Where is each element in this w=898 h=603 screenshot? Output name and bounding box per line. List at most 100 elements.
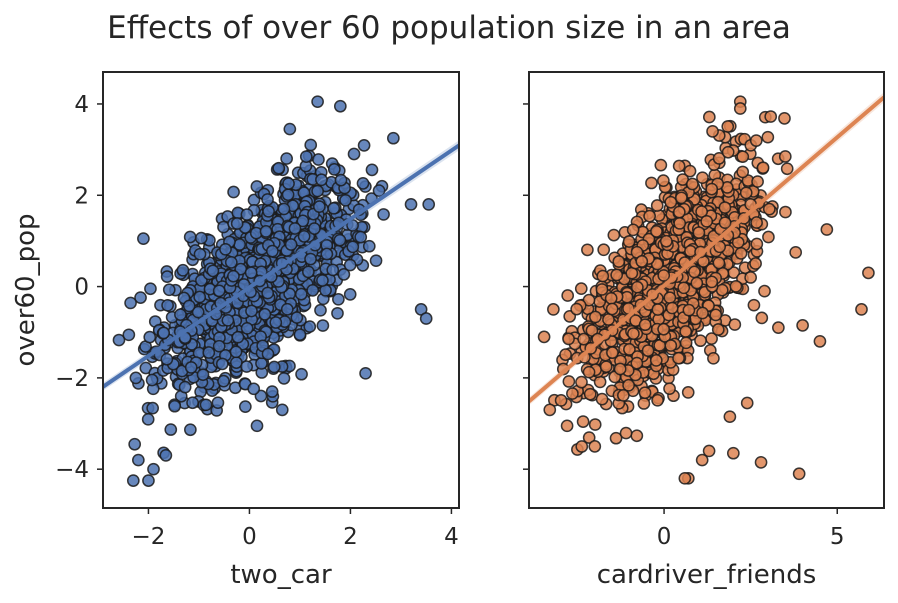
data-point xyxy=(750,237,764,251)
data-point xyxy=(261,193,274,206)
data-point xyxy=(683,164,697,178)
data-point xyxy=(672,205,686,219)
data-point xyxy=(145,373,159,387)
data-point xyxy=(696,171,709,185)
data-point xyxy=(622,378,635,392)
data-point xyxy=(245,304,258,318)
data-point xyxy=(250,419,264,433)
data-point xyxy=(688,265,701,279)
data-point xyxy=(304,138,318,152)
data-point xyxy=(696,306,709,320)
data-point xyxy=(221,313,235,327)
data-point xyxy=(547,303,560,316)
x-tick-label: 4 xyxy=(444,524,459,550)
data-point xyxy=(280,152,293,165)
data-point xyxy=(126,474,140,487)
data-point xyxy=(284,238,298,251)
data-point xyxy=(673,216,687,230)
data-point xyxy=(326,263,340,277)
data-point xyxy=(605,302,619,316)
data-point xyxy=(143,330,157,344)
data-point xyxy=(733,102,747,115)
data-point xyxy=(306,284,320,297)
data-point xyxy=(227,185,240,199)
data-point xyxy=(751,175,764,188)
data-point xyxy=(419,312,433,325)
y-tick-label: 0 xyxy=(74,275,89,301)
data-point xyxy=(651,303,665,316)
data-point xyxy=(141,412,155,426)
data-point xyxy=(682,303,696,317)
data-point xyxy=(293,328,307,341)
data-point xyxy=(604,292,618,305)
data-point xyxy=(283,122,297,136)
data-point xyxy=(574,282,588,295)
data-point xyxy=(182,299,196,313)
data-point xyxy=(129,371,143,385)
data-point xyxy=(122,328,136,342)
data-point xyxy=(227,269,240,283)
data-point xyxy=(194,231,208,245)
regression-line xyxy=(103,143,459,389)
data-point xyxy=(762,202,776,216)
data-point xyxy=(627,327,640,340)
x-tick-label: 0 xyxy=(242,524,257,550)
data-point xyxy=(654,158,668,172)
data-point xyxy=(599,360,613,374)
data-point xyxy=(723,410,737,424)
data-point xyxy=(750,216,763,229)
data-point xyxy=(112,333,126,347)
data-point xyxy=(749,134,763,147)
data-point xyxy=(581,243,594,257)
data-point xyxy=(244,266,258,280)
data-point xyxy=(690,276,704,290)
data-point xyxy=(299,150,313,163)
data-point xyxy=(308,222,321,235)
data-point xyxy=(623,343,636,356)
data-point xyxy=(238,400,252,414)
data-point xyxy=(609,431,623,445)
data-point xyxy=(422,198,436,211)
data-point xyxy=(357,139,371,152)
data-point xyxy=(813,335,827,348)
data-point xyxy=(718,201,732,214)
data-point xyxy=(577,332,591,346)
data-point xyxy=(780,162,794,176)
data-point xyxy=(718,216,732,230)
data-point xyxy=(168,399,182,413)
axes-frame xyxy=(528,71,885,509)
data-point xyxy=(258,307,272,321)
data-point xyxy=(369,254,383,268)
data-point xyxy=(196,368,210,382)
data-point xyxy=(184,423,197,437)
data-point xyxy=(356,177,370,190)
data-point xyxy=(657,322,670,336)
data-point xyxy=(346,240,360,254)
data-point xyxy=(296,214,310,228)
data-point xyxy=(240,208,254,221)
data-point xyxy=(560,419,574,433)
data-point xyxy=(729,279,743,293)
data-point xyxy=(700,214,714,228)
data-point xyxy=(705,275,719,289)
data-point xyxy=(282,177,295,190)
data-point xyxy=(630,280,644,294)
data-point xyxy=(266,244,279,258)
data-point xyxy=(224,256,238,269)
data-point xyxy=(678,471,692,485)
data-point xyxy=(617,389,630,402)
data-point xyxy=(303,320,317,333)
data-points xyxy=(112,95,436,487)
axes-frame xyxy=(102,71,460,509)
data-point xyxy=(333,99,347,113)
data-point xyxy=(597,243,611,257)
data-point xyxy=(589,310,602,324)
data-point xyxy=(362,239,376,253)
x-axis-label: two_car xyxy=(230,560,332,590)
data-point xyxy=(404,198,418,211)
figure-title: Effects of over 60 population size in an… xyxy=(107,10,791,46)
x-tick-label: −2 xyxy=(131,524,165,550)
data-point xyxy=(280,302,294,316)
data-point xyxy=(315,173,328,187)
